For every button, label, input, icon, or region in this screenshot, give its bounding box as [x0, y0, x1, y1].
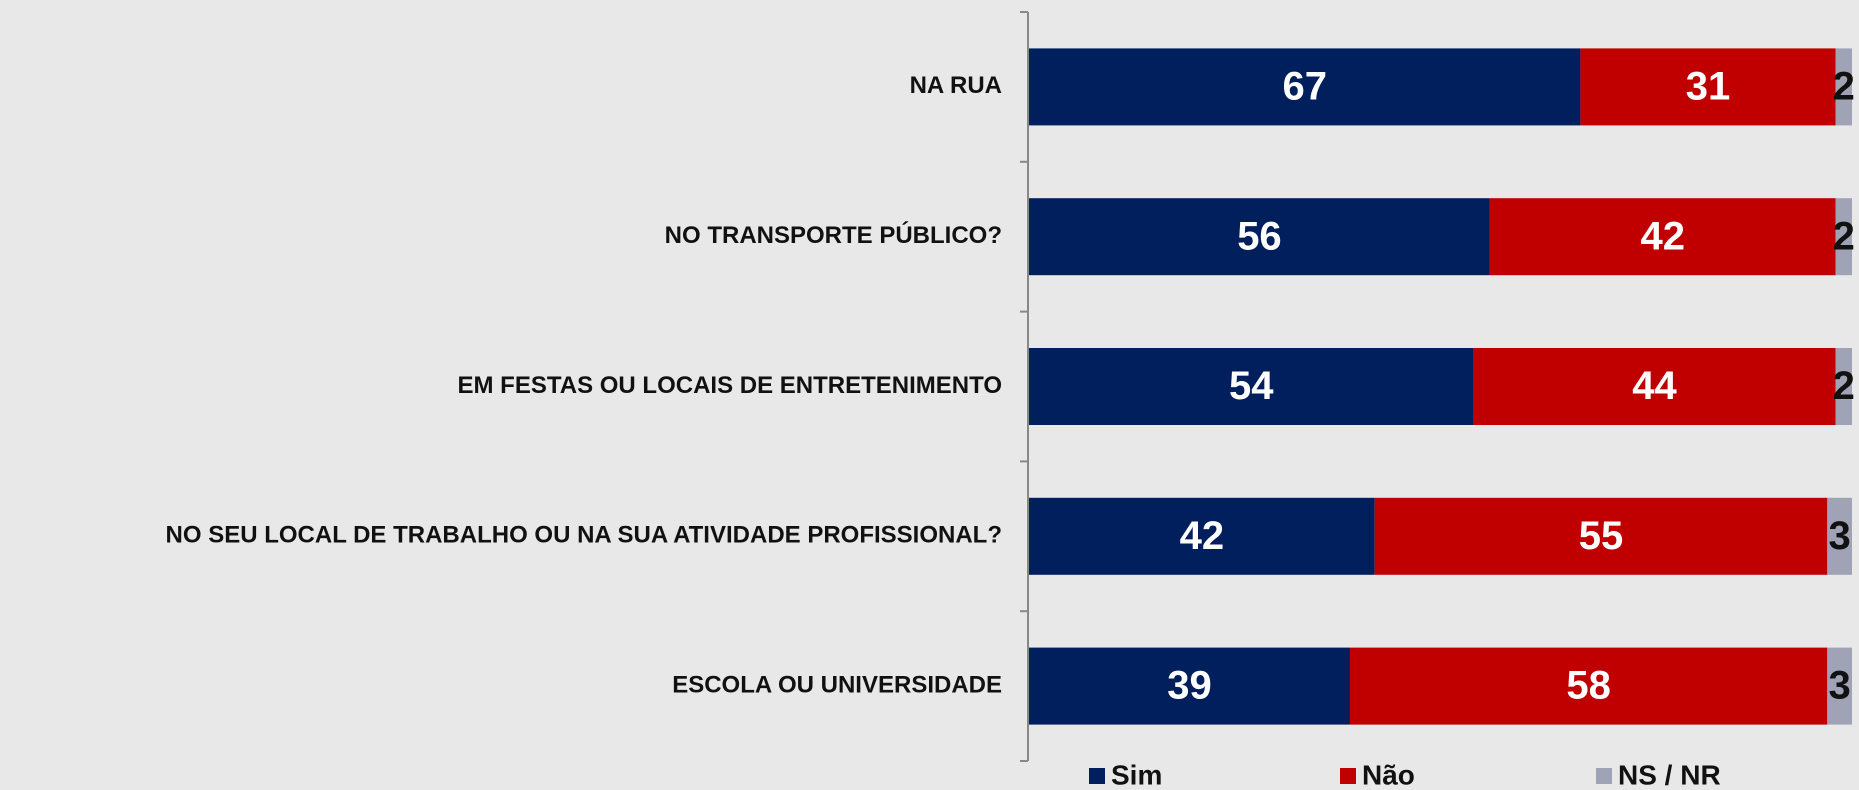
bar-segment	[1835, 348, 1852, 425]
value-label: 31	[1686, 64, 1731, 108]
value-label: 2	[1833, 214, 1855, 258]
bar-segment	[1827, 647, 1852, 725]
bar-segment	[1349, 647, 1828, 725]
bar-segment	[1580, 48, 1836, 126]
category-label: NA RUA	[910, 72, 1002, 99]
value-label: 44	[1632, 364, 1677, 408]
value-label: 55	[1579, 514, 1624, 558]
value-label: 42	[1640, 214, 1685, 258]
legend-label: Sim	[1111, 759, 1162, 790]
value-label: 39	[1167, 664, 1212, 708]
value-label: 42	[1180, 514, 1225, 558]
legend-label: Não	[1362, 759, 1415, 790]
bar-segment	[1489, 198, 1836, 276]
category-label: EM FESTAS OU LOCAIS DE ENTRETENIMENTO	[458, 372, 1002, 399]
category-label: NO SEU LOCAL DE TRABALHO OU NA SUA ATIVI…	[166, 522, 1002, 549]
value-label: 56	[1237, 214, 1282, 258]
bar-segment	[1029, 48, 1581, 126]
value-label: 2	[1833, 364, 1855, 408]
legend-swatch	[1596, 768, 1612, 784]
category-label: NO TRANSPORTE PÚBLICO?	[665, 221, 1002, 249]
value-label: 58	[1566, 664, 1611, 708]
bar-segment	[1029, 647, 1350, 725]
value-label: 3	[1829, 514, 1851, 558]
legend-swatch	[1340, 768, 1356, 784]
value-label: 67	[1282, 64, 1327, 108]
bar-segment	[1029, 198, 1490, 276]
value-label: 2	[1833, 64, 1855, 108]
bar-segment	[1835, 198, 1852, 276]
value-label: 54	[1229, 364, 1274, 408]
legend-label: NS / NR	[1618, 759, 1721, 790]
legend-swatch	[1089, 768, 1105, 784]
bar-segment	[1374, 497, 1828, 575]
category-label: ESCOLA OU UNIVERSIDADE	[672, 671, 1002, 698]
bar-segment	[1827, 497, 1852, 575]
value-label: 3	[1829, 664, 1851, 708]
bar-segment	[1835, 48, 1852, 126]
bar-segment	[1029, 348, 1474, 425]
bar-segment	[1473, 348, 1836, 425]
bar-segment	[1029, 497, 1375, 575]
